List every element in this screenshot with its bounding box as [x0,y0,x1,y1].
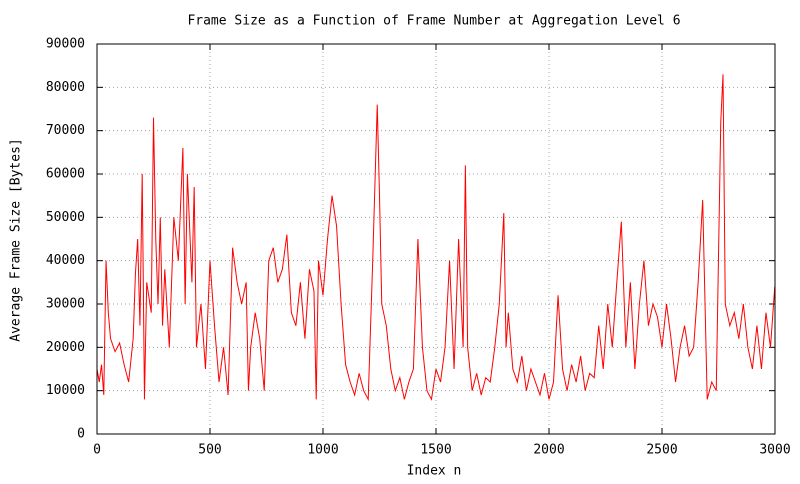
y-tick-label: 80000 [46,80,85,95]
y-tick-label: 10000 [46,383,85,398]
x-tick-label: 500 [198,443,221,458]
y-tick-label: 20000 [46,340,85,355]
y-axis-label: Average Frame Size [Bytes] [9,138,24,342]
x-tick-label: 2000 [533,443,564,458]
plot-border [96,43,776,435]
y-tick-label: 90000 [46,37,85,52]
y-tick-label: 40000 [46,253,85,268]
x-tick-label: 2500 [646,443,677,458]
x-tick-label: 3000 [759,443,790,458]
chart-title: Frame Size as a Function of Frame Number… [187,14,680,29]
y-tick-label: 0 [77,427,85,442]
x-axis-label: Index n [407,464,462,479]
data-line [96,74,776,402]
x-tick-label: 1500 [420,443,451,458]
y-tick-label: 60000 [46,167,85,182]
y-tick-label: 30000 [46,297,85,312]
x-tick-label: 1000 [307,443,338,458]
y-tick-label: 50000 [46,210,85,225]
x-tick-label: 0 [93,443,101,458]
y-tick-label: 70000 [46,123,85,138]
